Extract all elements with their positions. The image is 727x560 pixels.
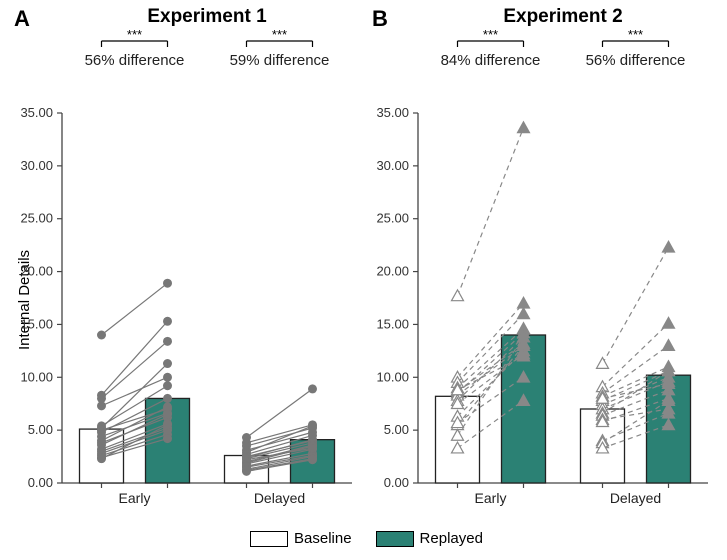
- svg-text:***: ***: [483, 27, 498, 42]
- svg-text:0.00: 0.00: [28, 475, 53, 490]
- svg-text:Early: Early: [119, 490, 151, 506]
- svg-text:56% difference: 56% difference: [586, 52, 686, 69]
- svg-text:25.00: 25.00: [20, 211, 53, 226]
- svg-text:15.00: 15.00: [20, 316, 53, 331]
- legend-label-replayed: Replayed: [420, 530, 483, 547]
- legend: Baseline Replayed: [250, 530, 483, 547]
- svg-text:30.00: 30.00: [376, 158, 409, 173]
- legend-box-baseline: [250, 531, 288, 547]
- legend-label-baseline: Baseline: [294, 530, 352, 547]
- svg-text:15.00: 15.00: [376, 316, 409, 331]
- svg-text:Delayed: Delayed: [254, 490, 305, 506]
- svg-text:25.00: 25.00: [376, 211, 409, 226]
- svg-text:Delayed: Delayed: [610, 490, 661, 506]
- svg-text:***: ***: [628, 27, 643, 42]
- svg-text:0.00: 0.00: [384, 475, 409, 490]
- svg-text:20.00: 20.00: [20, 264, 53, 279]
- svg-text:***: ***: [272, 27, 287, 42]
- svg-text:5.00: 5.00: [28, 422, 53, 437]
- plots-svg: 0.00 5.00 10.00 15.00 20.00 25.00 30.00 35.00 Ea…: [0, 0, 727, 560]
- legend-item-replayed: Replayed: [376, 530, 483, 547]
- svg-text:84% difference: 84% difference: [441, 52, 541, 69]
- figure-root: A Experiment 1 Internal Details B Experi…: [0, 0, 727, 560]
- svg-text:56% difference: 56% difference: [85, 52, 185, 69]
- svg-text:***: ***: [127, 27, 142, 42]
- svg-text:5.00: 5.00: [384, 422, 409, 437]
- svg-text:35.00: 35.00: [376, 105, 409, 120]
- svg-text:10.00: 10.00: [376, 369, 409, 384]
- svg-text:59% difference: 59% difference: [230, 52, 330, 69]
- legend-item-baseline: Baseline: [250, 530, 352, 547]
- svg-text:Early: Early: [475, 490, 507, 506]
- svg-text:30.00: 30.00: [20, 158, 53, 173]
- svg-text:10.00: 10.00: [20, 369, 53, 384]
- legend-box-replayed: [376, 531, 414, 547]
- svg-text:35.00: 35.00: [20, 105, 53, 120]
- svg-text:20.00: 20.00: [376, 264, 409, 279]
